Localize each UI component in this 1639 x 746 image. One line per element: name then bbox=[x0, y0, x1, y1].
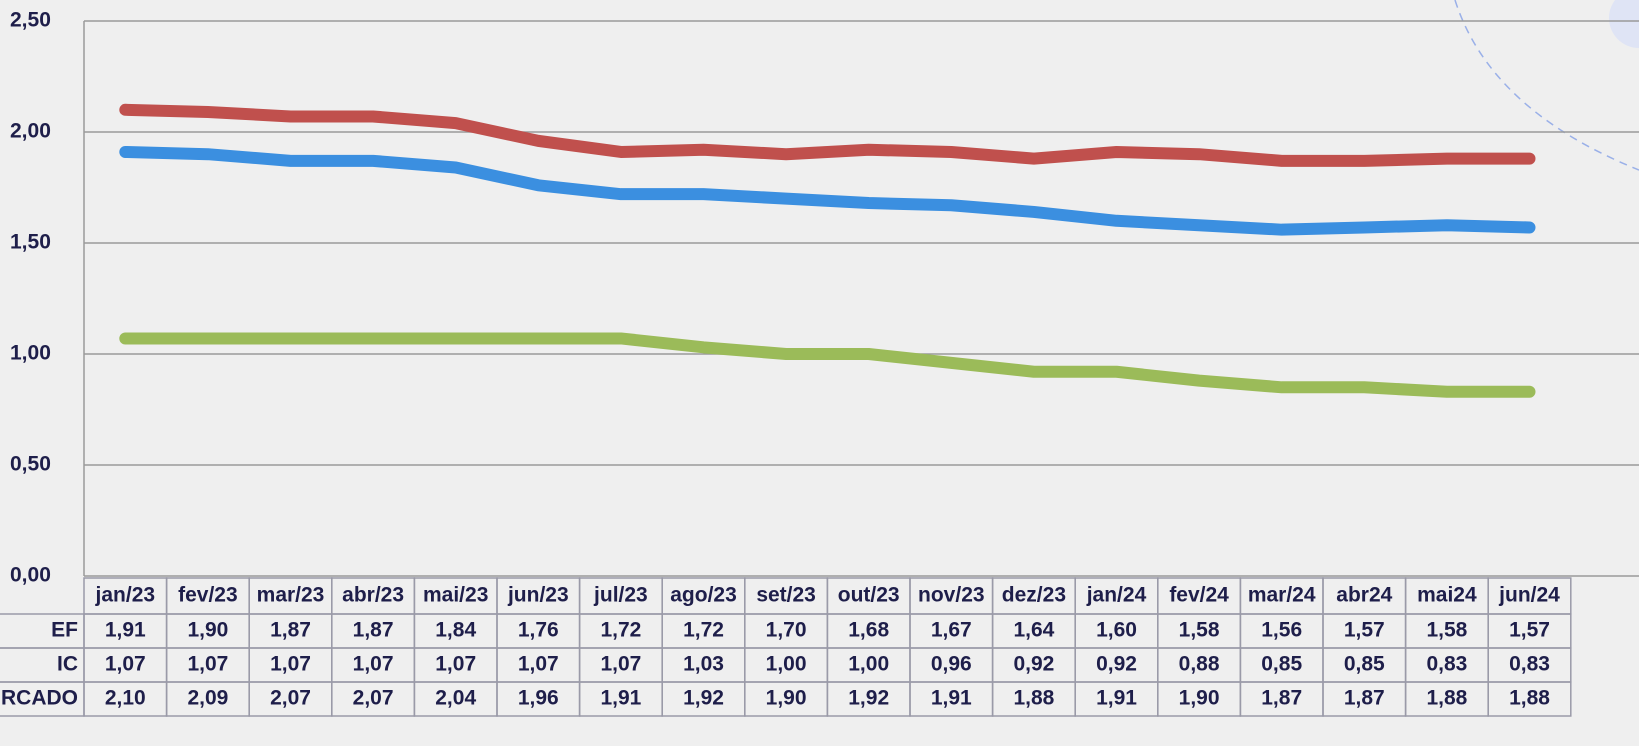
x-tick-label: out/23 bbox=[838, 584, 900, 607]
x-tick-label: set/23 bbox=[756, 584, 816, 607]
data-label: 1,96 bbox=[518, 687, 559, 710]
y-tick-label: 2,50 bbox=[10, 9, 51, 32]
data-label: 2,07 bbox=[270, 687, 311, 710]
x-tick-label: abr/23 bbox=[342, 584, 404, 607]
data-label: 1,90 bbox=[1179, 687, 1220, 710]
y-tick-label: 0,00 bbox=[10, 564, 51, 587]
x-tick-label: jun/24 bbox=[1498, 584, 1560, 607]
data-label: 1,64 bbox=[1013, 619, 1054, 642]
data-label: 2,07 bbox=[353, 687, 394, 710]
data-label: 0,85 bbox=[1261, 653, 1302, 676]
data-label: 0,85 bbox=[1344, 653, 1385, 676]
data-label: 1,88 bbox=[1426, 687, 1467, 710]
x-tick-label: abr24 bbox=[1336, 584, 1392, 607]
decoration bbox=[1609, 0, 1639, 48]
x-tick-label: dez/23 bbox=[1002, 584, 1066, 607]
data-label: 1,07 bbox=[435, 653, 476, 676]
y-tick-label: 1,50 bbox=[10, 231, 51, 254]
data-label: 1,91 bbox=[931, 687, 972, 710]
x-tick-label: fev/23 bbox=[178, 584, 238, 607]
data-label: 1,60 bbox=[1096, 619, 1137, 642]
data-label: 1,91 bbox=[105, 619, 146, 642]
x-tick-label: mai/23 bbox=[423, 584, 488, 607]
table-cell bbox=[1487, 681, 1572, 717]
x-tick-label: jun/23 bbox=[507, 584, 569, 607]
data-label: 1,57 bbox=[1509, 619, 1550, 642]
x-tick-label: jan/23 bbox=[95, 584, 156, 607]
legend-label: IC bbox=[57, 653, 78, 676]
data-label: 1,67 bbox=[931, 619, 972, 642]
data-label: 1,58 bbox=[1426, 619, 1467, 642]
legend-label: EF bbox=[51, 619, 78, 642]
x-tick-label: mai24 bbox=[1417, 584, 1477, 607]
data-label: 2,04 bbox=[435, 687, 476, 710]
data-label: 1,03 bbox=[683, 653, 724, 676]
x-tick-label: ago/23 bbox=[670, 584, 737, 607]
data-label: 0,88 bbox=[1179, 653, 1220, 676]
data-label: 1,07 bbox=[518, 653, 559, 676]
data-label: 1,76 bbox=[518, 619, 559, 642]
data-label: 1,57 bbox=[1344, 619, 1385, 642]
data-label: 1,87 bbox=[1261, 687, 1302, 710]
data-label: 1,58 bbox=[1179, 619, 1220, 642]
data-label: 1,72 bbox=[683, 619, 724, 642]
data-label: 1,70 bbox=[766, 619, 807, 642]
data-label: 1,68 bbox=[848, 619, 889, 642]
x-tick-label: jan/24 bbox=[1086, 584, 1147, 607]
data-label: 0,83 bbox=[1509, 653, 1550, 676]
data-label: 1,07 bbox=[105, 653, 146, 676]
data-label: 1,90 bbox=[766, 687, 807, 710]
line-series bbox=[119, 103, 1536, 167]
decoration bbox=[1454, 0, 1639, 171]
data-label: 1,91 bbox=[600, 687, 641, 710]
data-label: 0,92 bbox=[1013, 653, 1054, 676]
data-label: 1,92 bbox=[683, 687, 724, 710]
x-tick-label: mar/23 bbox=[257, 584, 325, 607]
x-tick-label: nov/23 bbox=[918, 584, 985, 607]
x-tick-label: jul/23 bbox=[593, 584, 648, 607]
data-label: 2,09 bbox=[187, 687, 228, 710]
y-tick-label: 0,50 bbox=[10, 453, 51, 476]
data-label: 0,83 bbox=[1426, 653, 1467, 676]
y-tick-label: 2,00 bbox=[10, 120, 51, 143]
data-label: 1,56 bbox=[1261, 619, 1302, 642]
y-tick-label: 1,00 bbox=[10, 342, 51, 365]
data-label: 1,00 bbox=[766, 653, 807, 676]
data-label: 1,07 bbox=[600, 653, 641, 676]
data-label: 1,87 bbox=[353, 619, 394, 642]
data-label: 0,96 bbox=[931, 653, 972, 676]
data-label: 1,87 bbox=[1344, 687, 1385, 710]
x-tick-label: mar/24 bbox=[1248, 584, 1316, 607]
data-label: 0,92 bbox=[1096, 653, 1137, 676]
data-label: 1,07 bbox=[270, 653, 311, 676]
data-label: 1,90 bbox=[187, 619, 228, 642]
legend-label: RCADO bbox=[1, 687, 78, 710]
data-label: 2,10 bbox=[105, 687, 146, 710]
data-label: 1,07 bbox=[187, 653, 228, 676]
x-tick-label: fev/24 bbox=[1169, 584, 1229, 607]
data-label: 1,07 bbox=[353, 653, 394, 676]
data-label: 1,92 bbox=[848, 687, 889, 710]
data-label: 1,88 bbox=[1509, 687, 1550, 710]
data-label: 1,00 bbox=[848, 653, 889, 676]
data-label: 1,72 bbox=[600, 619, 641, 642]
data-label: 1,88 bbox=[1013, 687, 1054, 710]
data-label: 1,91 bbox=[1096, 687, 1137, 710]
line-series bbox=[119, 145, 1536, 236]
data-label: 1,87 bbox=[270, 619, 311, 642]
data-label: 1,84 bbox=[435, 619, 476, 642]
line-series bbox=[119, 332, 1536, 398]
